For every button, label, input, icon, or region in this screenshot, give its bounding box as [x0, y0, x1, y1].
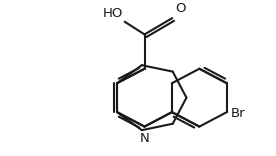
Text: O: O	[175, 2, 186, 15]
Text: HO: HO	[102, 7, 123, 20]
Text: Br: Br	[231, 107, 245, 120]
Text: N: N	[140, 132, 149, 145]
